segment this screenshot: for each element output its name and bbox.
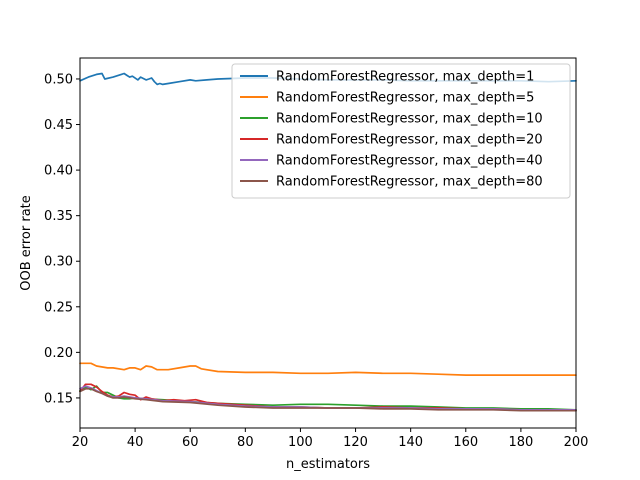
x-tick-label: 180	[508, 435, 533, 450]
y-tick-label: 0.25	[44, 300, 73, 315]
legend: RandomForestRegressor, max_depth=1 Random…	[231, 63, 571, 199]
y-axis: 0.15 0.20 0.25 0.30 0.35 0.40 0.45 0.50	[44, 72, 80, 406]
legend-label-1: RandomForestRegressor, max_depth=1	[276, 70, 534, 85]
y-axis-label: OOB error rate	[19, 195, 34, 291]
x-tick-label: 80	[237, 435, 254, 450]
y-tick-label: 0.30	[44, 255, 73, 270]
legend-box	[231, 63, 571, 199]
series-line-2	[79, 362, 577, 376]
x-axis-label: n_estimators	[286, 457, 370, 472]
series-line-6	[79, 387, 577, 412]
y-tick-label: 0.45	[44, 118, 73, 133]
x-tick-label: 100	[288, 435, 313, 450]
x-tick-label: 60	[182, 435, 199, 450]
legend-label-6: RandomForestRegressor, max_depth=80	[276, 175, 543, 190]
plot-frame	[79, 57, 577, 429]
y-tick-label: 0.15	[44, 391, 73, 406]
y-tick-label: 0.50	[44, 72, 73, 87]
x-tick-label: 20	[72, 435, 89, 450]
x-tick-label: 120	[343, 435, 368, 450]
x-axis: 20 40 60 80 100 120 140 160 180 200	[72, 428, 589, 450]
legend-label-3: RandomForestRegressor, max_depth=10	[276, 112, 543, 127]
x-tick-label: 160	[453, 435, 478, 450]
x-tick-label: 140	[398, 435, 423, 450]
legend-label-5: RandomForestRegressor, max_depth=40	[276, 154, 543, 169]
x-tick-label: 40	[127, 435, 144, 450]
x-tick-label: 200	[564, 435, 589, 450]
legend-label-4: RandomForestRegressor, max_depth=20	[276, 133, 543, 148]
y-tick-label: 0.35	[44, 209, 73, 224]
y-tick-label: 0.20	[44, 346, 73, 361]
series-layer	[79, 72, 577, 412]
legend-label-2: RandomForestRegressor, max_depth=5	[276, 91, 534, 106]
y-tick-label: 0.40	[44, 164, 73, 179]
